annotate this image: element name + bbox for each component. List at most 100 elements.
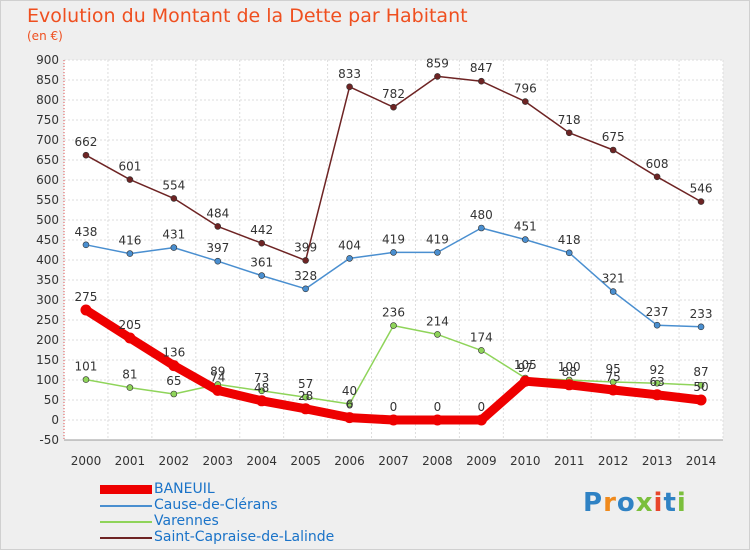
data-label: 97 [518,361,533,375]
data-point [214,223,222,230]
data-label: 546 [690,182,713,196]
data-point [697,323,705,331]
y-tick-label: 100 [36,373,59,387]
legend-swatch [100,537,152,539]
data-point [434,331,441,338]
data-label: 74 [210,370,225,384]
x-tick-label: 2014 [686,454,717,468]
data-point [565,249,573,257]
data-point [563,379,575,391]
data-label: 847 [470,61,493,75]
data-label: 73 [254,371,269,385]
data-label: 321 [602,272,625,286]
data-label: 105 [514,358,537,372]
data-label: 205 [118,318,141,332]
data-point [431,414,443,426]
data-point [126,176,134,183]
data-point [697,381,705,389]
data-point [346,83,353,91]
data-label: 50 [693,380,708,394]
legend-swatch [100,485,152,494]
y-tick-label: 400 [36,253,59,267]
data-point [170,390,178,398]
data-label: 662 [75,135,98,149]
y-tick-label: 150 [36,353,59,367]
data-label: 6 [346,398,354,412]
data-point [170,195,178,202]
x-tick-label: 2006 [334,454,365,468]
data-point [475,414,487,426]
data-point [388,414,399,426]
data-point [258,272,266,279]
data-point [300,403,312,415]
data-label: 399 [294,240,317,254]
data-point [521,236,529,243]
data-label: 95 [606,362,621,376]
x-tick-label: 2001 [115,454,146,468]
data-label: 404 [338,238,361,252]
y-tick-label: 50 [44,393,59,407]
data-label: 275 [75,290,98,304]
data-label: 416 [118,234,141,248]
data-label: 833 [338,67,361,81]
y-tick-label: 200 [36,333,59,347]
data-point [256,395,268,407]
legend-label: BANEUIL [154,481,215,497]
data-label: 419 [426,232,449,246]
data-label: 419 [382,232,405,246]
data-label: 554 [162,178,185,192]
data-point [651,389,663,401]
data-point [168,360,180,372]
data-label: 442 [250,223,273,237]
data-label: 361 [250,256,273,270]
data-label: 101 [75,360,98,374]
data-label: 48 [254,381,269,395]
data-point [653,321,661,329]
data-point [82,376,90,383]
x-tick-label: 2003 [202,454,233,468]
data-label: 236 [382,306,405,320]
data-point [565,129,573,137]
legend-swatch [100,505,152,507]
x-tick-label: 2011 [554,454,585,468]
x-tick-label: 2000 [71,454,102,468]
data-point [302,285,309,293]
data-point [519,375,531,387]
data-point [258,239,266,247]
data-point [302,257,309,264]
data-point [80,304,92,316]
y-tick-label: 850 [36,73,59,87]
data-point [82,151,90,159]
data-point [390,249,397,256]
x-tick-label: 2012 [598,454,629,468]
data-label: 87 [693,365,708,379]
data-label: 136 [162,346,185,360]
data-label: 233 [690,307,713,321]
data-label: 484 [206,206,229,220]
x-tick-label: 2007 [378,454,409,468]
data-point [214,257,222,265]
data-point [434,249,441,256]
legend-label: Cause-de-Clérans [154,497,278,513]
data-label: 328 [294,269,317,283]
data-point [170,244,178,251]
data-label: 451 [514,220,537,234]
data-label: 431 [162,228,185,242]
data-label: 40 [342,384,357,398]
data-label: 0 [390,400,398,414]
y-tick-label: 500 [36,213,59,227]
data-point [521,98,529,105]
data-point [609,146,617,154]
y-tick-label: 550 [36,193,59,207]
data-label: 397 [206,241,229,255]
y-tick-label: 450 [36,233,59,247]
y-tick-label: 900 [36,53,59,67]
data-point [344,412,356,424]
data-label: 675 [602,130,625,144]
data-label: 100 [558,360,581,374]
data-point [609,288,617,295]
legend-label: Saint-Capraise-de-Lalinde [154,529,335,545]
data-label: 92 [649,363,664,377]
data-label: 63 [649,375,664,389]
